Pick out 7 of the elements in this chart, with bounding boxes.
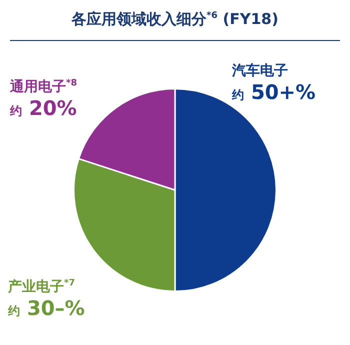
- data-label: 约 50+%: [232, 80, 316, 104]
- slice-label: 通用电子$^{*8}$: [10, 78, 77, 96]
- data-label: 约 30–%: [8, 296, 85, 320]
- chart-title: 各应用领域收入细分$^{*6}$ (FY18): [70, 10, 280, 29]
- slice-label: 产业电子$^{*7}$: [8, 278, 76, 296]
- data-label: 约 20%: [10, 96, 77, 120]
- slice-label: 汽车电子: [232, 62, 289, 80]
